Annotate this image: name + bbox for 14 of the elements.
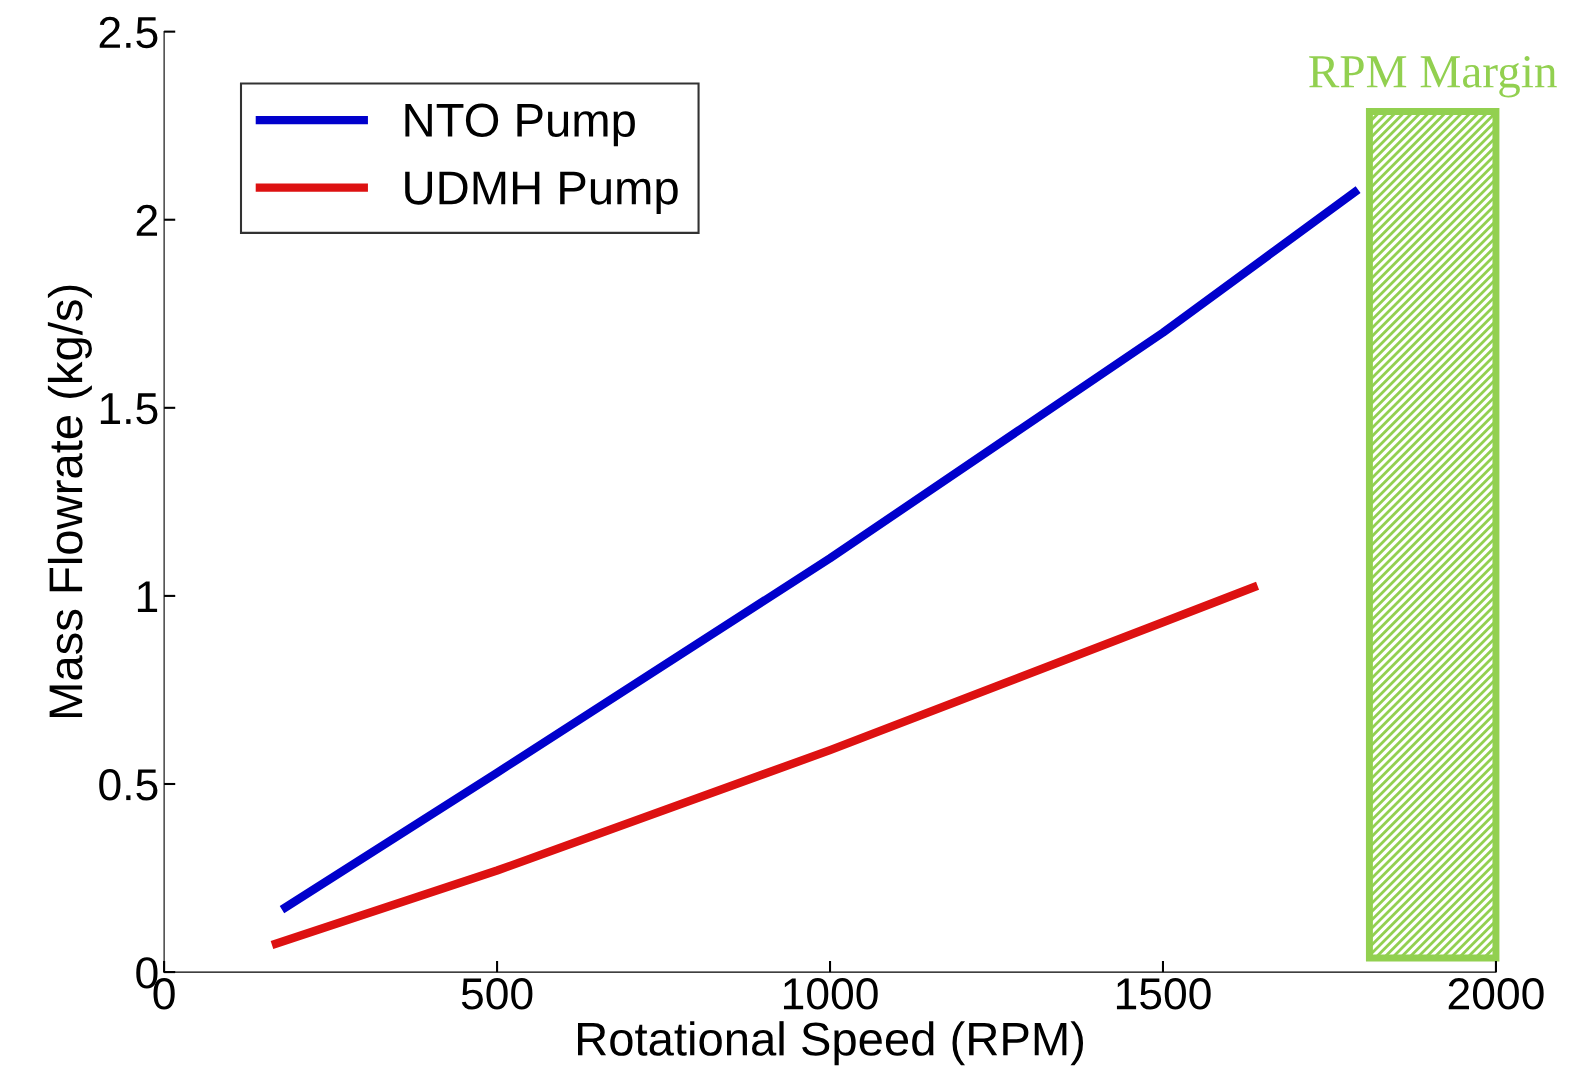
x-tick-label: 1000 <box>783 978 878 1010</box>
y-tick-label: 1 <box>137 581 158 613</box>
band-label: RPM Margin <box>1309 56 1557 98</box>
x-axis-title: Rotational Speed (RPM) <box>578 1021 1084 1066</box>
y-tick-label: 2 <box>136 204 158 236</box>
x-tick-label: 1500 <box>1116 978 1211 1010</box>
y-axis-title: Mass Flowrate (kg/s) <box>47 285 92 718</box>
legend-label: NTO Pump <box>405 103 635 147</box>
legend-label: UDMH Pump <box>405 171 678 214</box>
y-tick-label: 1.5 <box>100 393 158 425</box>
x-tick-label: 2000 <box>1448 978 1544 1010</box>
y-tick-label: 2.5 <box>99 16 158 49</box>
x-tick-label: 500 <box>461 978 533 1010</box>
y-tick-label: 0.5 <box>99 769 158 801</box>
